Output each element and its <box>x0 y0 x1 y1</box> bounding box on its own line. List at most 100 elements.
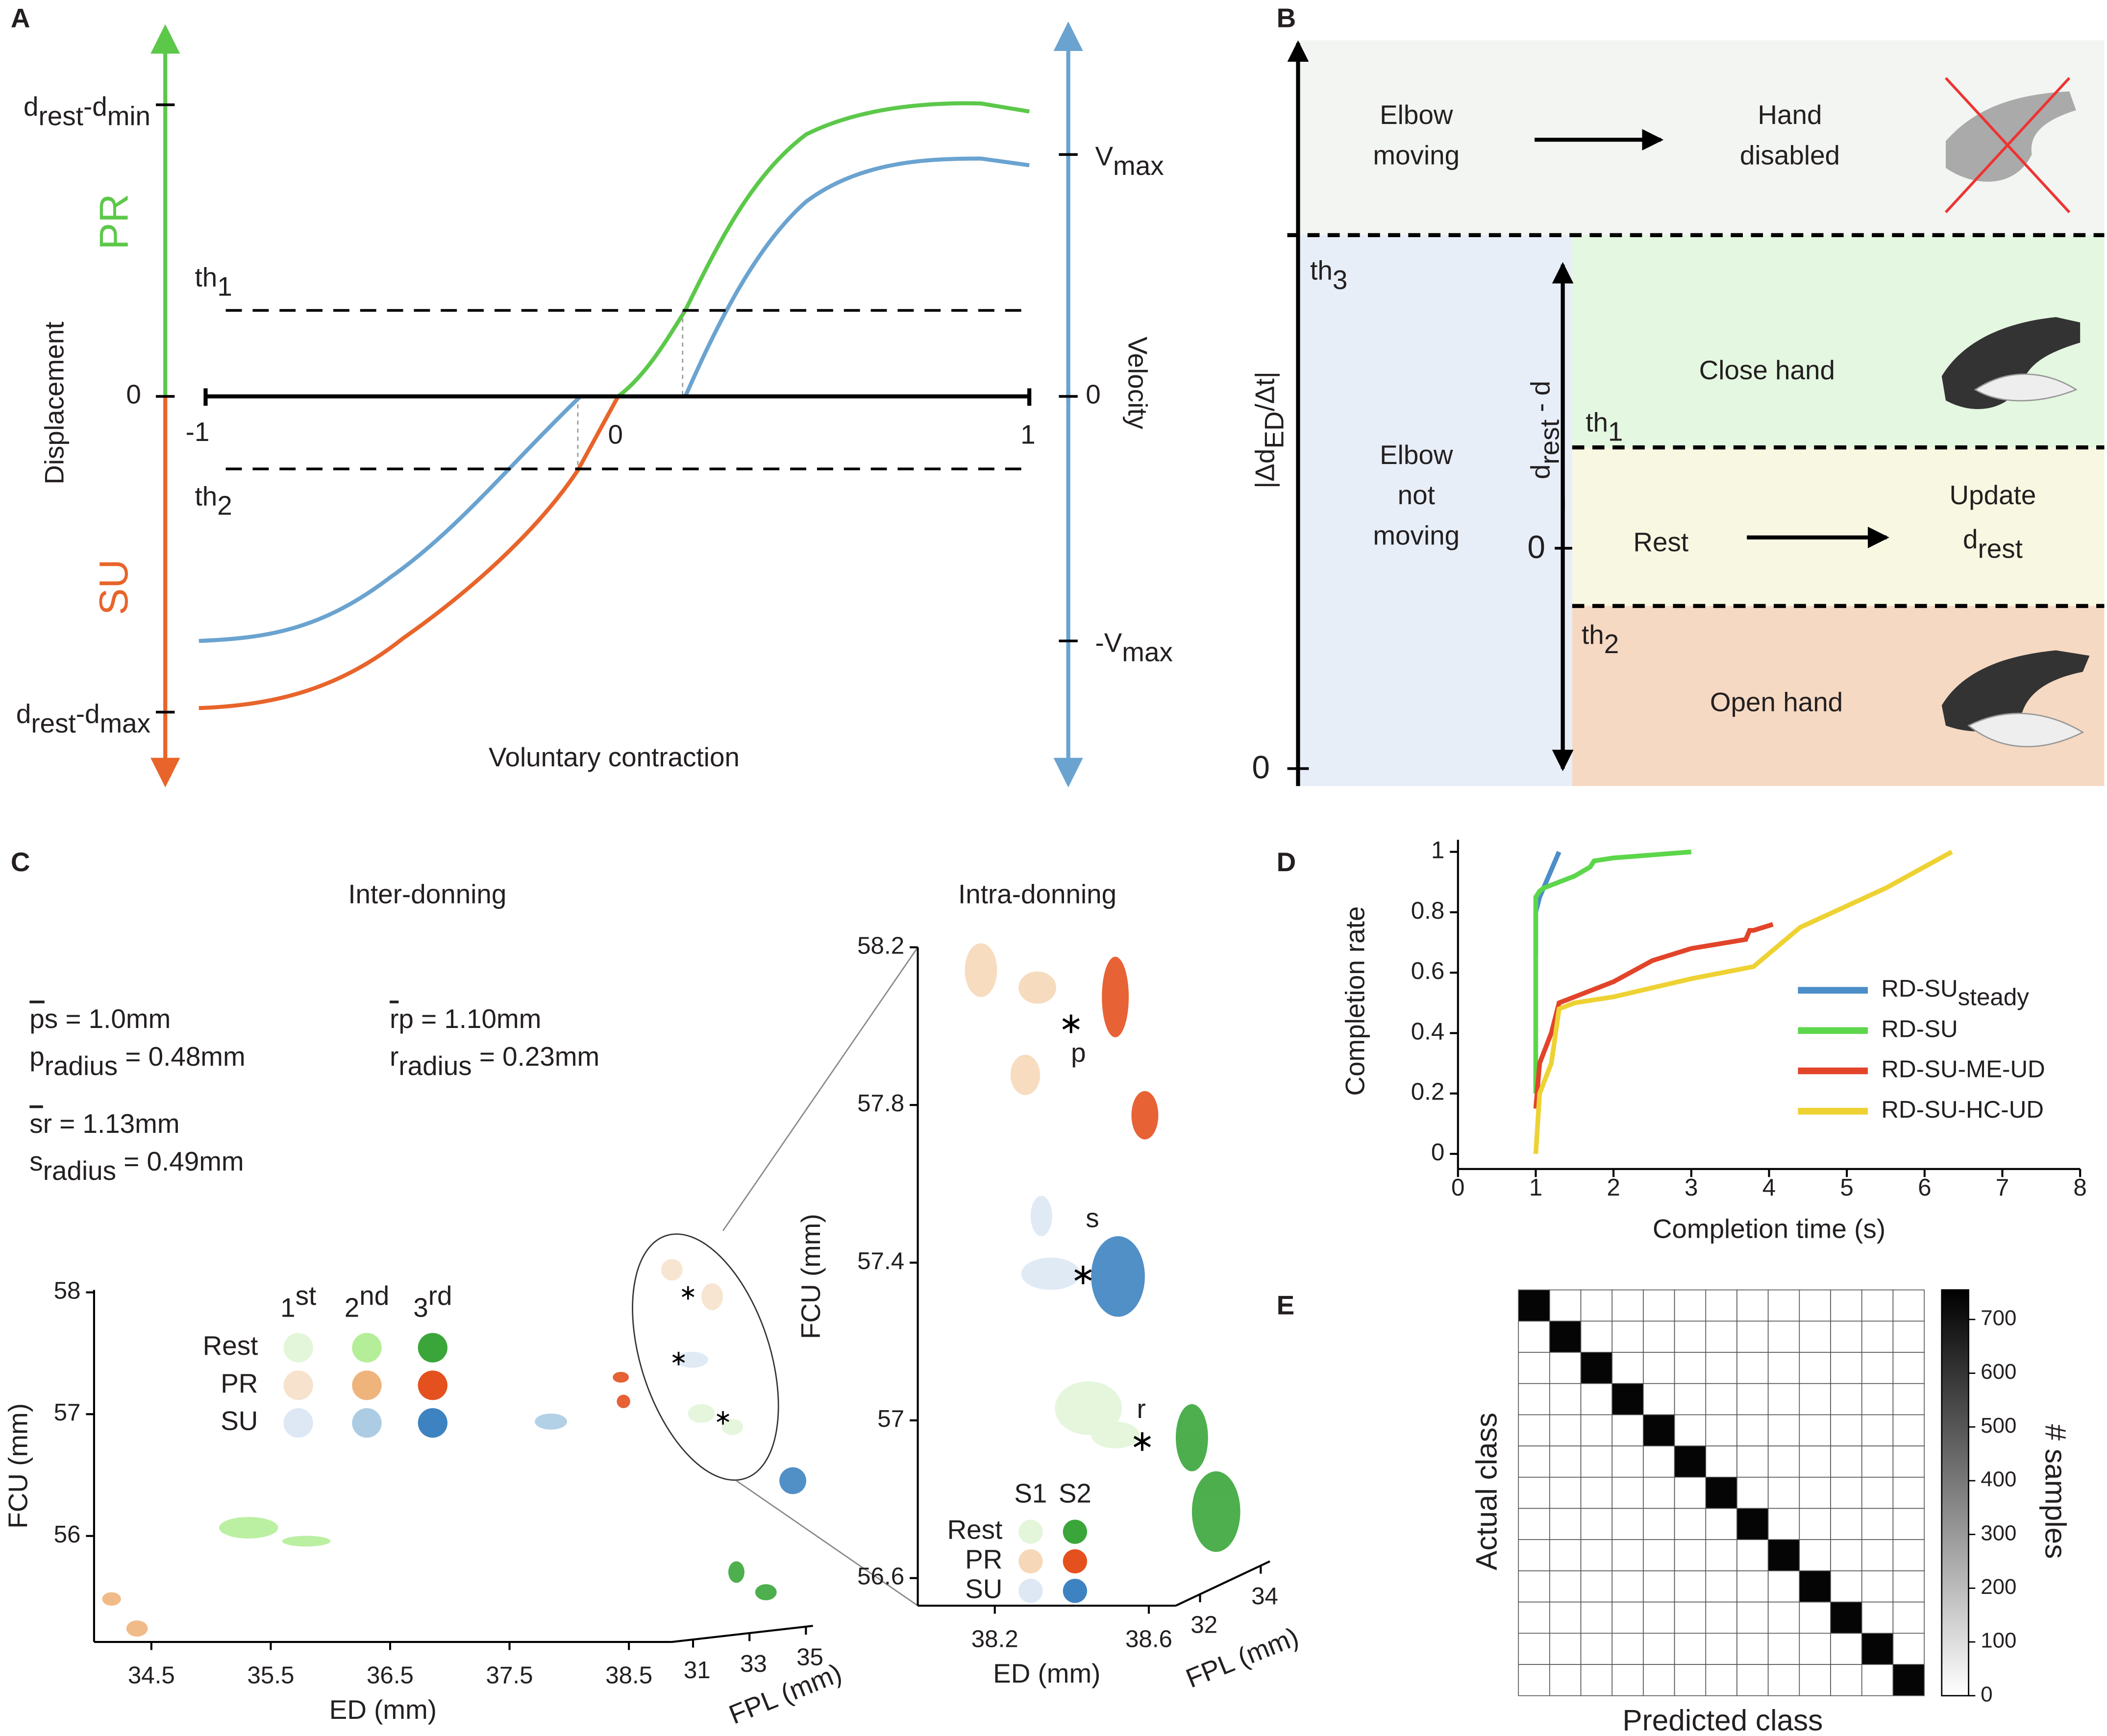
x-axis-title: Completion time (s) <box>1653 1213 1885 1244</box>
matrix-cell <box>1643 1476 1675 1509</box>
colorbar-tick-label: 100 <box>1981 1629 2016 1653</box>
left-tick-label-part: d <box>24 92 38 122</box>
matrix-cell <box>1611 1383 1644 1416</box>
matrix-cell <box>1892 1289 1925 1322</box>
stat-text: rp = 1.10mm <box>390 1004 541 1034</box>
matrix-cell <box>1892 1633 1925 1665</box>
legend-swatch <box>283 1408 313 1438</box>
stat-text-part: radius <box>43 1155 116 1186</box>
matrix-cell <box>1705 1383 1737 1416</box>
cluster <box>721 1418 744 1435</box>
z-tick-label: 35 <box>796 1644 823 1671</box>
matrix-cell <box>1736 1414 1769 1446</box>
matrix-cell <box>1549 1664 1582 1696</box>
matrix-cell <box>1580 1539 1613 1571</box>
cluster <box>661 1259 683 1281</box>
matrix-cell <box>1799 1445 1831 1478</box>
legend-column-part: st <box>296 1281 317 1311</box>
matrix-cell <box>1892 1414 1925 1446</box>
matrix-cell <box>1674 1445 1707 1478</box>
region-text: drest <box>1963 524 2023 564</box>
matrix-cell <box>1799 1289 1831 1322</box>
matrix-cell <box>1861 1289 1894 1322</box>
region-text: disabled <box>1740 140 1840 170</box>
legend-swatch <box>352 1408 382 1438</box>
point-label: r <box>1137 1394 1145 1424</box>
matrix-cell <box>1611 1539 1644 1571</box>
matrix-cell <box>1767 1383 1800 1416</box>
matrix-cell <box>1767 1445 1800 1478</box>
stat-text-part: radius <box>45 1051 118 1081</box>
left-tick-label-part: d <box>16 699 31 729</box>
matrix-cell <box>1892 1508 1925 1540</box>
clusters <box>102 943 1240 1637</box>
hand-open-icon <box>1967 712 2084 748</box>
matrix-cell <box>1611 1570 1644 1603</box>
matrix-cell <box>1830 1601 1862 1634</box>
x-tick-label: 5 <box>1840 1174 1853 1201</box>
matrix-cell <box>1767 1476 1800 1509</box>
matrix-cell <box>1892 1383 1925 1416</box>
cluster <box>1091 1421 1140 1449</box>
panel-label: E <box>1277 1290 1295 1320</box>
cluster <box>535 1413 568 1430</box>
cluster <box>613 1371 629 1383</box>
legend-swatch <box>1018 1579 1043 1603</box>
matrix-cell <box>1861 1601 1894 1634</box>
matrix-cell <box>1580 1601 1613 1634</box>
right-tick-label-part: max <box>1113 150 1164 181</box>
threshold-label-part: th <box>1310 255 1333 286</box>
colorbar-tick-label: 500 <box>1981 1414 2016 1438</box>
matrix-cell <box>1643 1664 1675 1696</box>
matrix-cell <box>1580 1664 1613 1696</box>
matrix-cell <box>1861 1445 1894 1478</box>
cluster <box>779 1467 807 1494</box>
matrix-cell <box>1674 1508 1707 1540</box>
matrix-cell <box>1736 1320 1769 1353</box>
colorbar <box>1941 1289 1969 1697</box>
series-line <box>1533 851 1562 958</box>
matrix-cell <box>1580 1289 1613 1322</box>
matrix-cell <box>1799 1352 1831 1384</box>
x-tick-label: 3 <box>1685 1174 1698 1201</box>
x-tick-label: 7 <box>1996 1174 2009 1201</box>
matrix-cell <box>1580 1476 1613 1509</box>
matrix-cell <box>1892 1539 1925 1571</box>
y-tick-label: 56.6 <box>857 1563 904 1590</box>
stat-text-part: = 0.48mm <box>118 1041 246 1072</box>
right-tick-label: -Vmax <box>1095 628 1172 667</box>
matrix-cell <box>1830 1445 1862 1478</box>
asterisk: ∗ <box>1130 1424 1155 1457</box>
matrix-cell <box>1643 1445 1675 1478</box>
left-tick-label-part: min <box>107 101 150 131</box>
matrix-cell <box>1518 1633 1550 1665</box>
pr-label: PR <box>92 194 136 249</box>
matrix-cell <box>1580 1352 1613 1384</box>
stat-text-part: p = 1.10mm <box>398 1004 541 1034</box>
x-axis-title: ED (mm) <box>993 1658 1100 1688</box>
x-tick-label: 38.5 <box>605 1662 652 1688</box>
matrix-cell <box>1799 1508 1831 1540</box>
cluster <box>701 1283 723 1310</box>
matrix-cell <box>1674 1601 1707 1634</box>
left-tick-label-part: -d <box>76 699 100 729</box>
left-tick-label-part: -d <box>83 92 107 122</box>
y-tick-label: 0.6 <box>1411 957 1445 984</box>
matrix-cell <box>1799 1539 1831 1571</box>
matrix-cell <box>1861 1539 1894 1571</box>
matrix-cell <box>1643 1383 1675 1416</box>
x-tick-label: 0 <box>608 419 622 450</box>
region-text: moving <box>1373 140 1460 170</box>
matrix-cell <box>1892 1445 1925 1478</box>
zoom-line <box>722 947 918 1231</box>
region-text-part: d <box>1963 524 1978 555</box>
asterisk: ∗ <box>669 1346 688 1370</box>
axis-title-part: /Δt| <box>1250 371 1280 411</box>
matrix-cell <box>1736 1633 1769 1665</box>
matrix-cell <box>1580 1445 1613 1478</box>
y-tick-label: 56 <box>54 1521 81 1548</box>
colorbar-tick-label: 400 <box>1981 1467 2016 1491</box>
y-tick-label: 0.4 <box>1411 1018 1445 1045</box>
stat-text-part: s <box>29 1108 43 1139</box>
threshold-label-part: th <box>1582 619 1604 650</box>
